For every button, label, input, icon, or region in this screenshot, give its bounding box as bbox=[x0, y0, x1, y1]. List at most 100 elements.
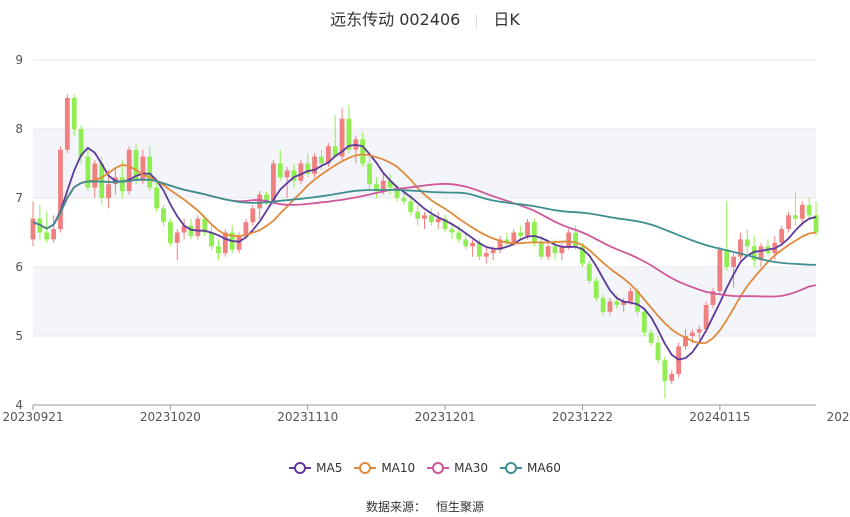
candle-body bbox=[374, 184, 379, 192]
legend-dot-icon bbox=[432, 462, 445, 474]
candle-body bbox=[319, 156, 324, 164]
series-line-ma60 bbox=[32, 178, 817, 266]
candle-body bbox=[133, 149, 139, 181]
candle-body bbox=[607, 301, 613, 312]
candle-body bbox=[497, 239, 503, 250]
legend-item-ma30[interactable]: MA30 bbox=[427, 461, 488, 475]
candle-body bbox=[545, 246, 551, 257]
candle-body bbox=[435, 218, 441, 223]
title-separator bbox=[476, 13, 478, 28]
legend-marker-icon bbox=[289, 462, 312, 474]
grid-band bbox=[33, 129, 816, 198]
candle-body bbox=[339, 118, 345, 157]
series-line-ma10 bbox=[32, 153, 817, 344]
legend-marker-icon bbox=[500, 462, 523, 474]
candle-body bbox=[284, 170, 290, 178]
legend-label: MA5 bbox=[316, 461, 343, 475]
candle-body bbox=[641, 311, 647, 333]
candle-body bbox=[806, 204, 812, 216]
candle-body bbox=[394, 187, 400, 198]
candle-body bbox=[483, 253, 489, 257]
candle-body bbox=[744, 239, 750, 247]
candle-body bbox=[662, 360, 668, 381]
source-name: 恒生聚源 bbox=[436, 500, 485, 514]
candle-body bbox=[525, 222, 530, 236]
legend-item-ma5[interactable]: MA5 bbox=[289, 461, 342, 475]
candle-body bbox=[566, 232, 572, 247]
candle-body bbox=[573, 232, 579, 247]
candle-body bbox=[531, 222, 537, 243]
y-tick-label: 6 bbox=[15, 260, 23, 274]
candle-body bbox=[696, 329, 702, 333]
candle-body bbox=[126, 149, 132, 192]
candle-body bbox=[580, 246, 585, 264]
candle-body bbox=[167, 222, 173, 243]
candle-body bbox=[490, 249, 496, 254]
candle-body bbox=[277, 163, 283, 178]
candle-body bbox=[332, 146, 338, 157]
candle-body bbox=[600, 298, 606, 312]
candle-body bbox=[51, 229, 57, 240]
candle-body bbox=[85, 156, 91, 188]
candle-body bbox=[222, 232, 228, 254]
candle-body bbox=[559, 246, 565, 254]
candle-body bbox=[181, 225, 187, 233]
candle-body bbox=[786, 215, 791, 230]
x-tick-label: 20240205 bbox=[827, 410, 850, 424]
legend-marker-icon bbox=[354, 462, 377, 474]
candle-body bbox=[236, 235, 242, 250]
candle-body bbox=[147, 156, 153, 188]
candle-body bbox=[683, 336, 688, 347]
candle-body bbox=[717, 249, 723, 292]
candle-body bbox=[387, 180, 393, 188]
candle-body bbox=[621, 301, 627, 305]
candle-body bbox=[298, 163, 304, 181]
candle-body bbox=[30, 218, 36, 240]
candle-body bbox=[552, 246, 558, 254]
candle-body bbox=[325, 146, 331, 164]
legend-dot-icon bbox=[294, 462, 307, 474]
candle-body bbox=[44, 232, 50, 240]
candle-body bbox=[401, 198, 407, 202]
candle-body bbox=[518, 232, 524, 236]
candle-body bbox=[689, 332, 695, 336]
y-tick-label: 8 bbox=[15, 122, 23, 136]
x-tick-label: 20231110 bbox=[277, 410, 338, 424]
legend-label: MA30 bbox=[454, 461, 489, 475]
legend-dot-icon bbox=[359, 462, 372, 474]
candle-body bbox=[813, 215, 819, 233]
candle-body bbox=[586, 263, 592, 281]
legend-label: MA10 bbox=[381, 461, 416, 475]
candle-body bbox=[710, 291, 716, 305]
candle-body bbox=[346, 118, 352, 150]
candle-body bbox=[119, 177, 125, 192]
stock-title: 远东传动 002406 bbox=[330, 10, 461, 29]
candle-body bbox=[799, 204, 805, 219]
candle-body bbox=[58, 149, 63, 230]
candle-body bbox=[360, 139, 366, 164]
candle-body bbox=[195, 218, 201, 236]
y-tick-label: 5 bbox=[15, 329, 23, 343]
candle-body bbox=[792, 215, 798, 219]
candle-body bbox=[655, 342, 661, 361]
x-tick-label: 20230921 bbox=[2, 410, 63, 424]
candle-body bbox=[477, 242, 482, 257]
chart-legend: MA5 MA10 MA30 MA60 bbox=[0, 458, 850, 475]
candle-body bbox=[216, 246, 221, 254]
candle-body bbox=[538, 242, 544, 257]
candle-body bbox=[703, 304, 709, 330]
source-label: 数据来源： bbox=[365, 500, 426, 514]
candle-body bbox=[779, 229, 785, 243]
legend-item-ma10[interactable]: MA10 bbox=[354, 461, 415, 475]
candle-body bbox=[463, 239, 469, 247]
y-tick-label: 9 bbox=[15, 53, 23, 67]
candle-body bbox=[724, 249, 730, 267]
candle-body bbox=[305, 163, 311, 174]
candle-body bbox=[209, 232, 214, 247]
y-tick-label: 4 bbox=[15, 398, 23, 412]
legend-item-ma60[interactable]: MA60 bbox=[500, 461, 561, 475]
candle-body bbox=[367, 163, 372, 185]
candle-body bbox=[614, 301, 620, 305]
chart-title: 远东传动 002406 日K bbox=[0, 6, 850, 29]
